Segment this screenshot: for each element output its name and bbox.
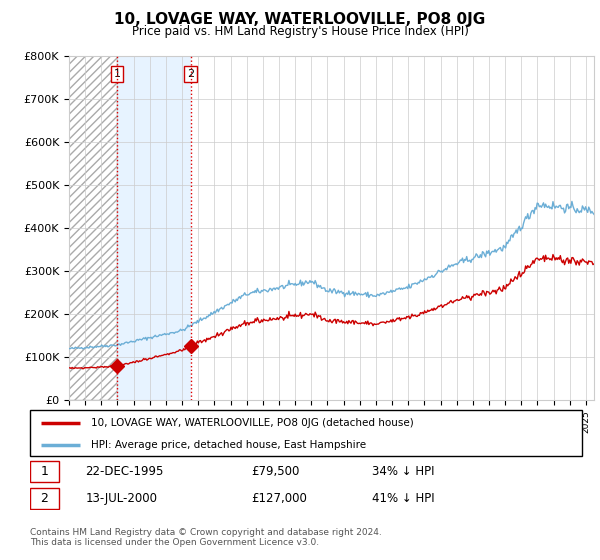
- Text: Contains HM Land Registry data © Crown copyright and database right 2024.
This d: Contains HM Land Registry data © Crown c…: [30, 528, 382, 548]
- Text: 2: 2: [187, 69, 194, 79]
- Text: 1: 1: [113, 69, 121, 79]
- FancyBboxPatch shape: [30, 461, 59, 482]
- Text: 22-DEC-1995: 22-DEC-1995: [85, 465, 164, 478]
- Text: 10, LOVAGE WAY, WATERLOOVILLE, PO8 0JG (detached house): 10, LOVAGE WAY, WATERLOOVILLE, PO8 0JG (…: [91, 418, 413, 428]
- Text: Price paid vs. HM Land Registry's House Price Index (HPI): Price paid vs. HM Land Registry's House …: [131, 25, 469, 38]
- Text: 41% ↓ HPI: 41% ↓ HPI: [372, 492, 435, 505]
- Text: £127,000: £127,000: [251, 492, 307, 505]
- Bar: [117, 56, 191, 400]
- Text: 34% ↓ HPI: 34% ↓ HPI: [372, 465, 435, 478]
- Text: 1: 1: [40, 465, 48, 478]
- Text: 2: 2: [40, 492, 48, 505]
- Text: HPI: Average price, detached house, East Hampshire: HPI: Average price, detached house, East…: [91, 440, 366, 450]
- Text: 10, LOVAGE WAY, WATERLOOVILLE, PO8 0JG: 10, LOVAGE WAY, WATERLOOVILLE, PO8 0JG: [115, 12, 485, 27]
- Text: 13-JUL-2000: 13-JUL-2000: [85, 492, 157, 505]
- FancyBboxPatch shape: [30, 488, 59, 509]
- Bar: [69, 56, 117, 400]
- FancyBboxPatch shape: [30, 410, 582, 456]
- Text: £79,500: £79,500: [251, 465, 299, 478]
- Bar: [69, 56, 117, 400]
